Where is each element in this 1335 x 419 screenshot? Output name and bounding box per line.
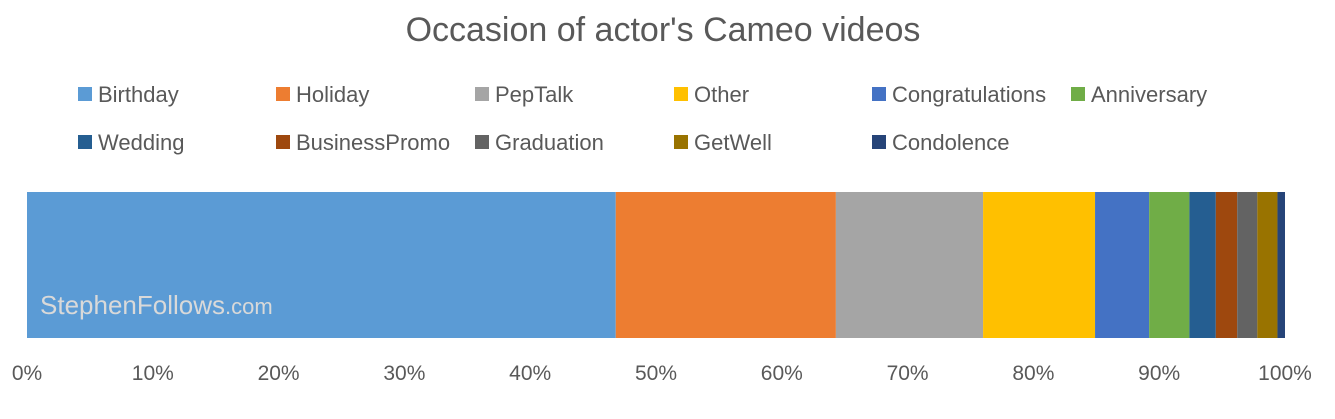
legend-label-congratulations: Congratulations <box>892 82 1046 107</box>
legend-label-birthday: Birthday <box>98 82 179 107</box>
bar-anniversary <box>1149 192 1190 338</box>
legend-swatch-birthday <box>78 87 92 101</box>
bar-peptalk <box>835 192 984 338</box>
watermark-main-text: StephenFollows <box>40 290 225 320</box>
legend-label-graduation: Graduation <box>495 130 604 155</box>
legend-label-businesspromo: BusinessPromo <box>296 130 450 155</box>
legend-label-getwell: GetWell <box>694 130 772 155</box>
legend-label-other: Other <box>694 82 749 107</box>
legend: Birthday Holiday PepTalk Other Congratulatio… <box>78 82 1207 155</box>
x-axis: 0% 10% 20% 30% 40% 50% 60% 70% 80% 90% 100% <box>12 362 1312 385</box>
x-tick-label: 50% <box>635 362 677 385</box>
x-tick-label: 30% <box>383 362 425 385</box>
x-tick-label: 0% <box>12 362 42 385</box>
legend-label-wedding: Wedding <box>98 130 184 155</box>
bar-getwell <box>1257 192 1278 338</box>
legend-label-condolence: Condolence <box>892 130 1009 155</box>
x-tick-label: 90% <box>1138 362 1180 385</box>
legend-swatch-businesspromo <box>276 135 290 149</box>
bar-birthday <box>27 192 616 338</box>
bar-holiday <box>615 192 836 338</box>
bar-businesspromo <box>1215 192 1238 338</box>
x-tick-label: 40% <box>509 362 551 385</box>
watermark: StephenFollows.com <box>40 290 273 320</box>
legend-swatch-wedding <box>78 135 92 149</box>
legend-swatch-anniversary <box>1071 87 1085 101</box>
legend-label-anniversary: Anniversary <box>1091 82 1207 107</box>
legend-swatch-getwell <box>674 135 688 149</box>
chart-title: Occasion of actor's Cameo videos <box>406 11 921 49</box>
legend-swatch-condolence <box>872 135 886 149</box>
bar-condolence <box>1277 192 1285 338</box>
bar-segments <box>27 192 1285 338</box>
bar-wedding <box>1189 192 1216 338</box>
x-tick-label: 10% <box>132 362 174 385</box>
legend-swatch-graduation <box>475 135 489 149</box>
legend-swatch-other <box>674 87 688 101</box>
legend-swatch-holiday <box>276 87 290 101</box>
x-tick-label: 70% <box>887 362 929 385</box>
bar-other <box>983 192 1096 338</box>
watermark-suffix-text: .com <box>225 294 273 319</box>
legend-label-peptalk: PepTalk <box>495 82 574 107</box>
x-tick-label: 80% <box>1012 362 1054 385</box>
bar-graduation <box>1237 192 1258 338</box>
legend-swatch-peptalk <box>475 87 489 101</box>
legend-label-holiday: Holiday <box>296 82 369 107</box>
x-tick-label: 60% <box>761 362 803 385</box>
x-tick-label: 100% <box>1258 362 1312 385</box>
bar-congratulations <box>1095 192 1150 338</box>
x-tick-label: 20% <box>258 362 300 385</box>
legend-swatch-congratulations <box>872 87 886 101</box>
